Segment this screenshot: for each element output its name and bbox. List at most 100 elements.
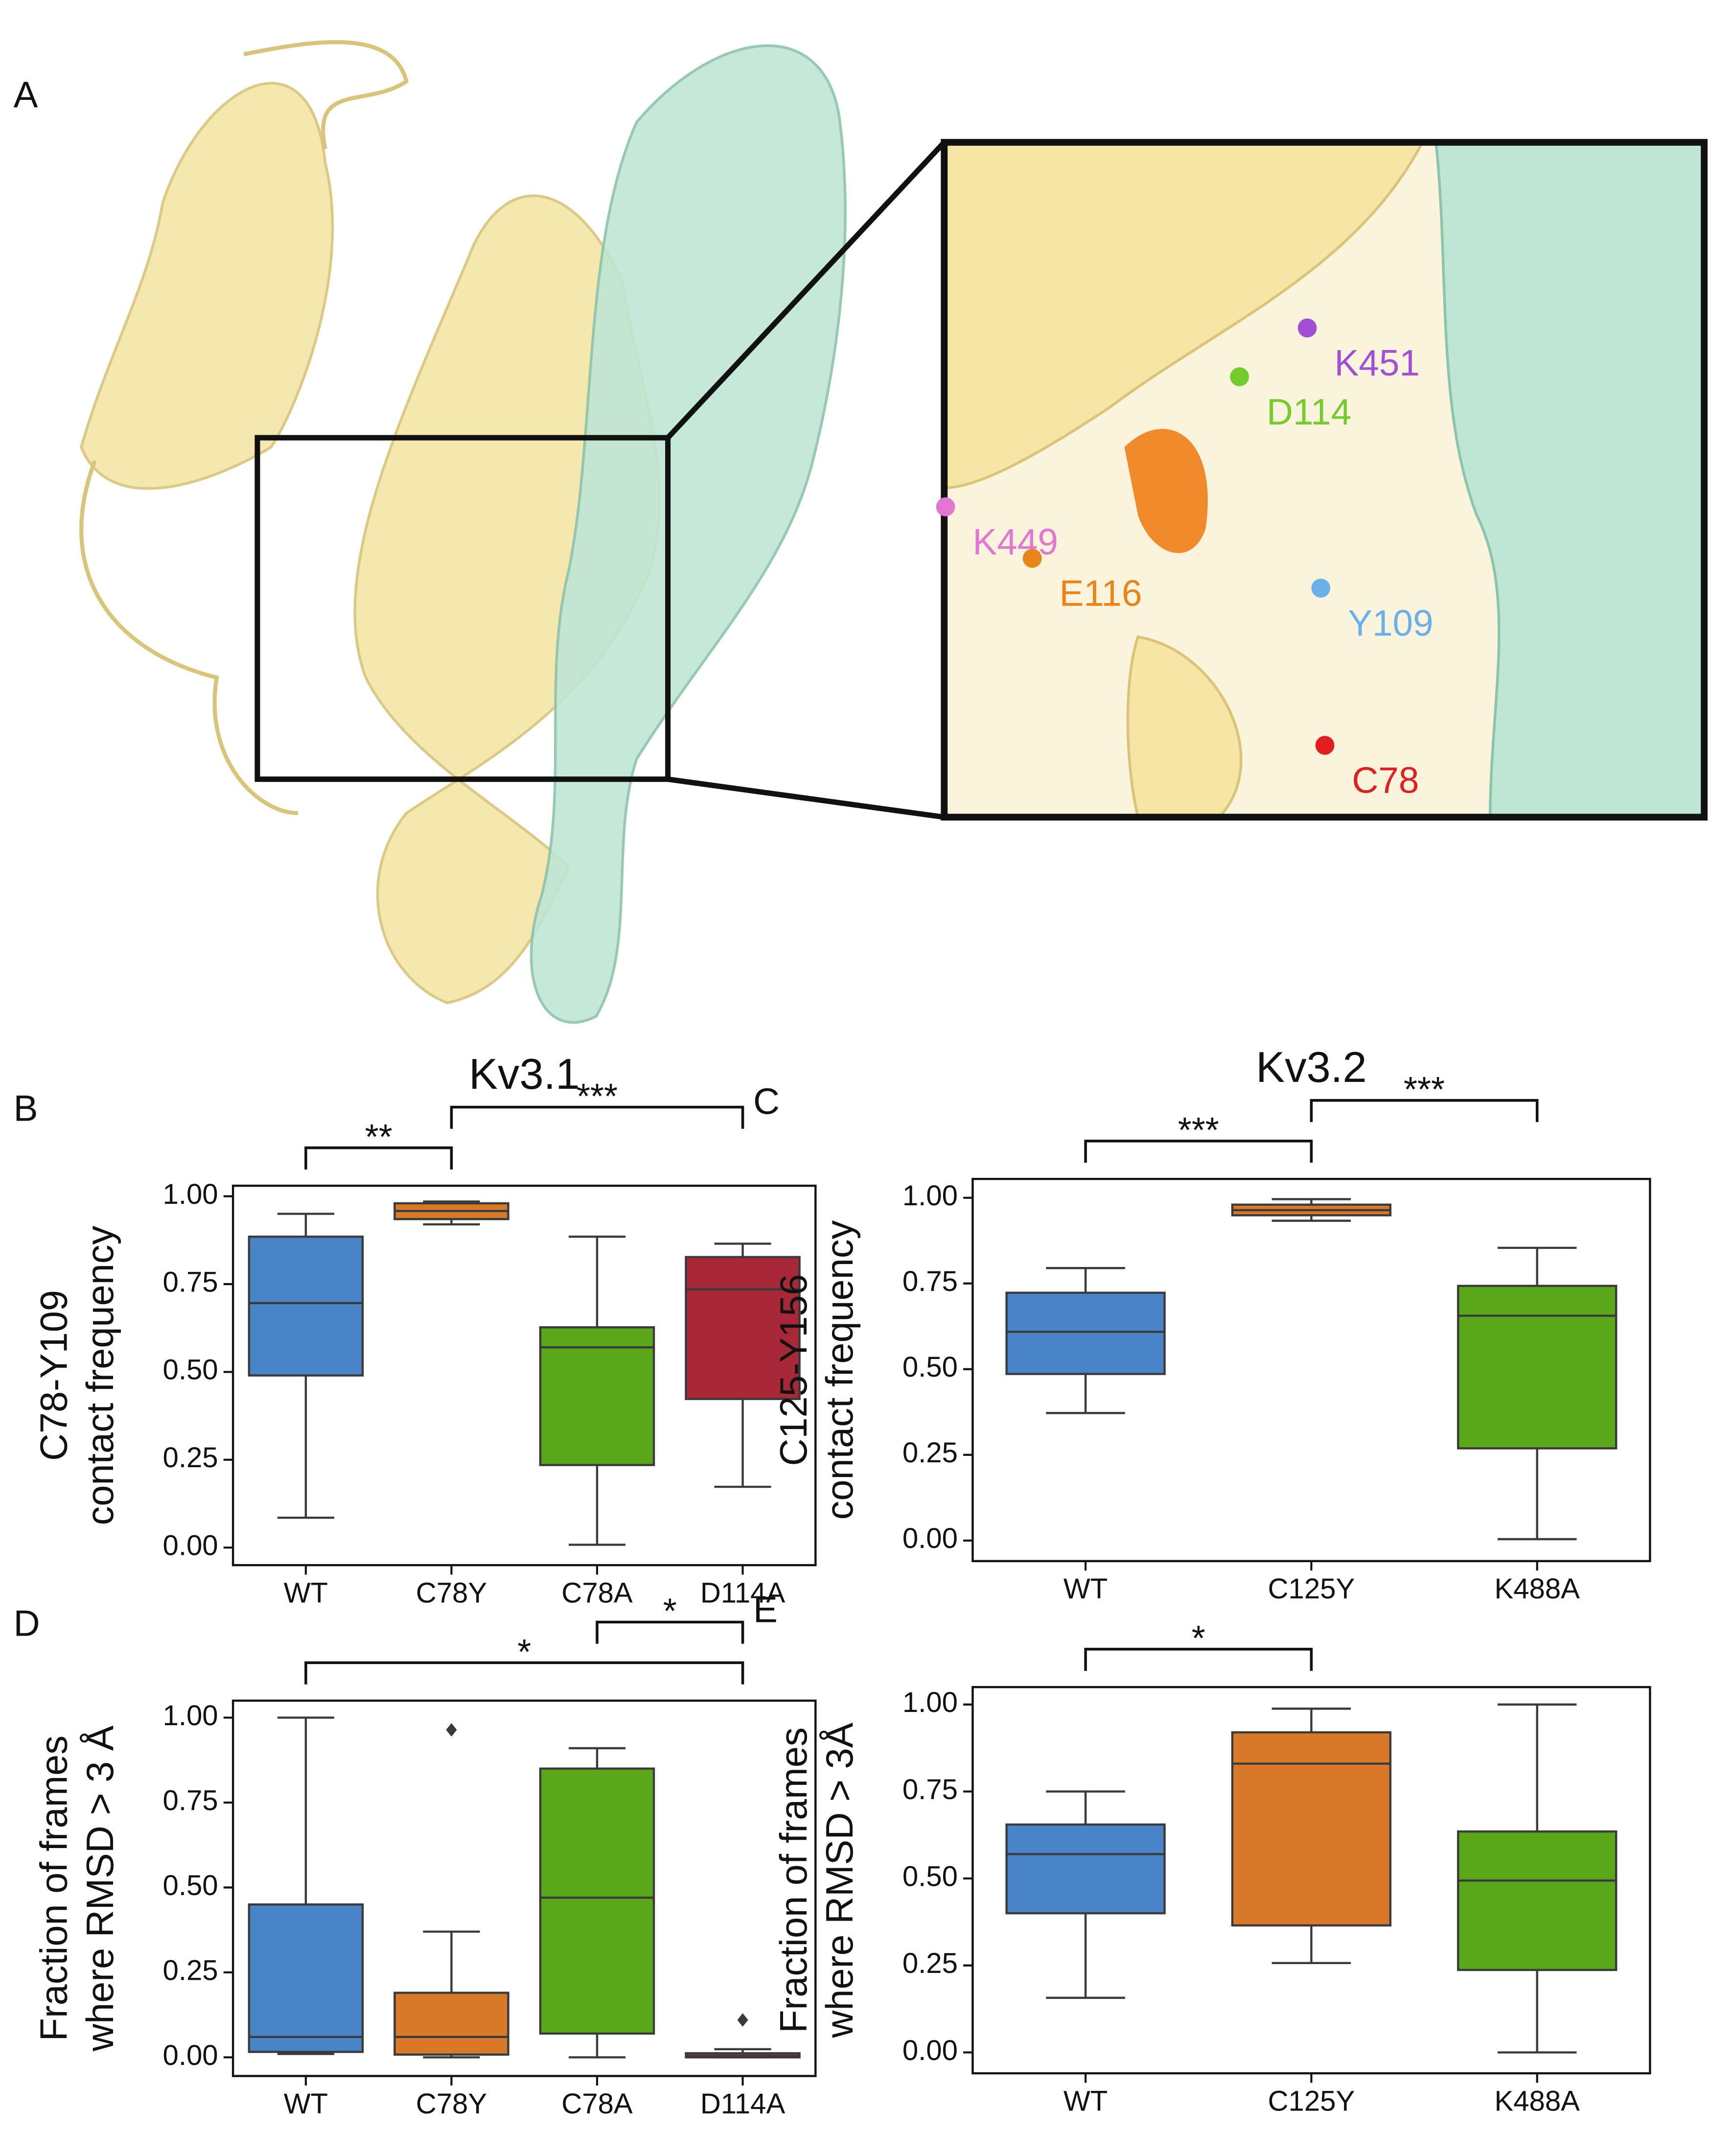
plot-frame	[971, 1686, 1651, 2075]
y-axis-label: Fraction of frames	[33, 1735, 75, 2041]
x-tick-label: C125Y	[1268, 1573, 1355, 1605]
y-tick-label: 1.00	[163, 1700, 218, 1732]
x-tick-label: D114A	[700, 1577, 786, 1609]
y-tick-label: 0.25	[902, 1437, 958, 1469]
panel-letter: A	[14, 74, 38, 115]
x-tick-label: D114A	[700, 2088, 786, 2120]
x-tick-label: WT	[284, 1577, 328, 1609]
chart-title: Kv3.2	[1256, 1043, 1366, 1091]
residue-label: K451	[1334, 342, 1420, 383]
y-tick-label: 0.75	[163, 1784, 218, 1816]
residue-label: E116	[1060, 573, 1142, 614]
significance-bracket	[1084, 1139, 1313, 1163]
chart-title: Kv3.1	[469, 1050, 579, 1098]
x-tick-label: WT	[1064, 2085, 1108, 2117]
structure-overview	[79, 40, 947, 1024]
y-tick-label: 1.00	[902, 1180, 958, 1212]
x-tick-label: WT	[1064, 1573, 1108, 1605]
box-plot: 0.00 0.25 0.50 0.75 1.00 WT C125Y K488A *** *** Kv…	[753, 1043, 1651, 1605]
x-tick-label: C78Y	[416, 1577, 487, 1609]
y-tick-label: 0.25	[902, 1947, 958, 1979]
significance-label: ***	[1178, 1111, 1219, 1150]
y-tick-label: 0.75	[163, 1266, 218, 1298]
box	[248, 1235, 364, 1377]
residue-stick	[1230, 367, 1249, 386]
residue-stick	[1311, 579, 1331, 598]
y-tick-label: 0.25	[163, 1954, 218, 1986]
y-tick-label: 0.50	[902, 1351, 958, 1383]
y-tick-label: 0.75	[902, 1774, 958, 1805]
significance-bracket	[1310, 1099, 1539, 1122]
significance-label: *	[517, 1633, 531, 1672]
zoom-line	[667, 776, 945, 820]
y-tick-label: 0.75	[902, 1265, 958, 1297]
box	[685, 1256, 801, 1400]
structure-inset	[941, 139, 1708, 821]
y-tick-label: 0.50	[163, 1870, 218, 1901]
y-tick-label: 0.00	[902, 1523, 958, 1554]
residue-stick	[1022, 549, 1042, 568]
helix-yellow-3	[1126, 635, 1243, 819]
panel-letter: B	[14, 1088, 38, 1129]
x-tick-label: K488A	[1494, 1573, 1580, 1605]
residue-label: K449	[972, 521, 1058, 562]
outlier	[737, 2013, 748, 2027]
outlier	[446, 1723, 457, 1737]
box-plot: 0.00 0.25 0.50 0.75 1.00 WT C125Y K488A * E Fracti…	[753, 1589, 1651, 2117]
residue-label: C78	[1352, 760, 1419, 801]
box	[1005, 1823, 1166, 1915]
residue-label: D114	[1267, 391, 1351, 432]
box	[1457, 1285, 1618, 1450]
significance-label: *	[663, 1592, 677, 1631]
significance-bracket	[450, 1105, 744, 1129]
y-tick-label: 0.00	[163, 2039, 218, 2071]
y-axis-label: where RMSD > 3Å	[819, 1722, 861, 2038]
plot-frame	[971, 1177, 1651, 1562]
significance-bracket	[596, 1620, 744, 1644]
zoom-line	[666, 140, 947, 440]
box	[1457, 1830, 1618, 1971]
significance-label: **	[365, 1118, 393, 1157]
orange-loop	[1124, 429, 1208, 553]
panel-letter: D	[14, 1602, 40, 1643]
x-tick-label: C78Y	[416, 2088, 487, 2120]
chain-yellow	[80, 82, 334, 490]
x-tick-label: C78A	[561, 2088, 633, 2120]
y-tick-label: 1.00	[902, 1687, 958, 1718]
box	[539, 1767, 655, 2035]
y-axis-label: C78-Y109	[33, 1290, 75, 1461]
x-tick-label: K488A	[1494, 2085, 1580, 2117]
y-tick-label: 0.00	[902, 2035, 958, 2066]
y-axis-label: contact frequency	[79, 1225, 121, 1525]
y-tick-label: 0.50	[902, 1860, 958, 1892]
y-axis-label: Fraction of frames	[773, 1727, 815, 2033]
y-tick-label: 0.00	[163, 1530, 218, 1562]
helix-teal	[1434, 141, 1706, 819]
y-tick-label: 0.50	[163, 1354, 218, 1386]
y-axis-label: C125-Y156	[773, 1274, 815, 1466]
box	[1231, 1731, 1392, 1927]
significance-label: ***	[1404, 1070, 1445, 1109]
x-tick-label: WT	[284, 2088, 328, 2120]
residue-stick	[936, 497, 955, 516]
loops	[79, 40, 409, 816]
y-axis-label: where RMSD > 3 Å	[79, 1725, 121, 2052]
y-tick-label: 0.25	[163, 1442, 218, 1474]
box	[248, 1903, 364, 2053]
residue-stick	[1315, 736, 1335, 755]
x-tick-label: C78A	[561, 1577, 633, 1609]
residue-stick	[1297, 318, 1317, 338]
box	[1005, 1291, 1166, 1375]
y-tick-label: 1.00	[163, 1178, 218, 1210]
box	[539, 1326, 655, 1466]
significance-bracket	[304, 1661, 744, 1685]
significance-label: *	[1192, 1619, 1205, 1658]
plot-frame	[231, 1184, 817, 1567]
significance-bracket	[304, 1146, 453, 1170]
x-tick-label: C125Y	[1268, 2085, 1355, 2117]
box-plot: 0.00 0.25 0.50 0.75 1.00 WT C78Y C78A D114A * * D Fr…	[14, 1592, 817, 2120]
significance-label: ***	[577, 1077, 618, 1116]
zoom-box	[254, 435, 671, 782]
